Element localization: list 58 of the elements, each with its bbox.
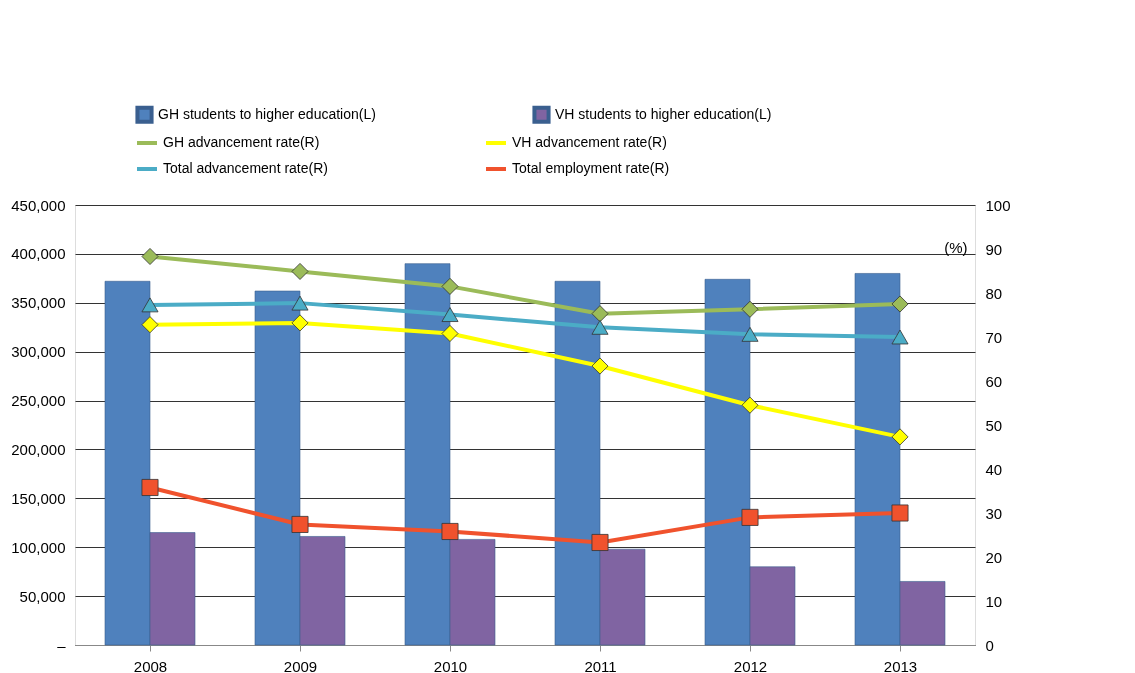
point: [741, 326, 759, 342]
y2-tick-label: 90: [985, 240, 1003, 258]
x-tick-label: 2013: [883, 657, 918, 673]
y2-tick-label: 0: [985, 636, 994, 654]
y-tick-label: 350,000: [11, 294, 66, 312]
y2-axis-title: (%): [944, 238, 968, 256]
y-tick-label: 450,000: [11, 196, 66, 214]
point: [891, 428, 909, 446]
point: [891, 504, 909, 522]
legend-label: VH advancement rate(R): [512, 134, 667, 150]
point: [741, 300, 759, 318]
y2-tick-label: 100: [985, 196, 1011, 214]
legend-label: Total employment rate(R): [512, 160, 670, 176]
point: [441, 307, 459, 322]
point: [291, 262, 309, 280]
point: [291, 515, 309, 533]
y2-tick-label: 10: [985, 592, 1003, 610]
point: [141, 248, 159, 265]
point: [141, 479, 159, 496]
point: [441, 523, 459, 540]
x-tick-label: 2009: [283, 657, 318, 673]
point: [891, 329, 909, 345]
x-tick-label: 2010: [433, 657, 468, 673]
x-tick-label: 2008: [133, 657, 168, 673]
y-tick-label: 50,000: [19, 587, 66, 605]
y2-tick-label: 20: [985, 548, 1003, 566]
y2-tick-label: 30: [985, 504, 1003, 522]
point: [891, 295, 909, 313]
x-tick-label: 2012: [733, 657, 768, 673]
point: [741, 396, 759, 414]
y-tick-label: 250,000: [11, 392, 66, 410]
point: [291, 314, 309, 332]
point: [591, 305, 609, 323]
y-tick-label: 100,000: [11, 538, 66, 556]
legend-label: GH advancement rate(R): [163, 134, 320, 150]
y-tick-label: 150,000: [11, 489, 66, 507]
legend-label: GH students to higher education(L): [158, 105, 376, 122]
point: [741, 508, 759, 526]
point: [591, 319, 609, 335]
y2-tick-label: 70: [985, 328, 1003, 346]
y2-tick-label: 50: [985, 416, 1003, 434]
y-tick-label: 400,000: [11, 245, 66, 263]
y-tick-label: 300,000: [11, 343, 66, 361]
point: [141, 316, 159, 334]
point: [591, 357, 609, 375]
y-tick-label: 200,000: [11, 440, 66, 458]
y2-tick-label: 60: [985, 372, 1003, 390]
legend-label: VH students to higher education(L): [555, 105, 772, 122]
point: [441, 277, 459, 295]
y-tick-label: –: [57, 636, 67, 654]
y2-tick-label: 40: [985, 460, 1003, 478]
y2-tick-label: 80: [985, 284, 1003, 302]
point: [291, 295, 309, 311]
point: [591, 534, 609, 551]
point: [441, 325, 459, 342]
legend-label: Total advancement rate(R): [163, 160, 328, 176]
x-tick-label: 2011: [584, 657, 617, 673]
point: [141, 297, 159, 313]
